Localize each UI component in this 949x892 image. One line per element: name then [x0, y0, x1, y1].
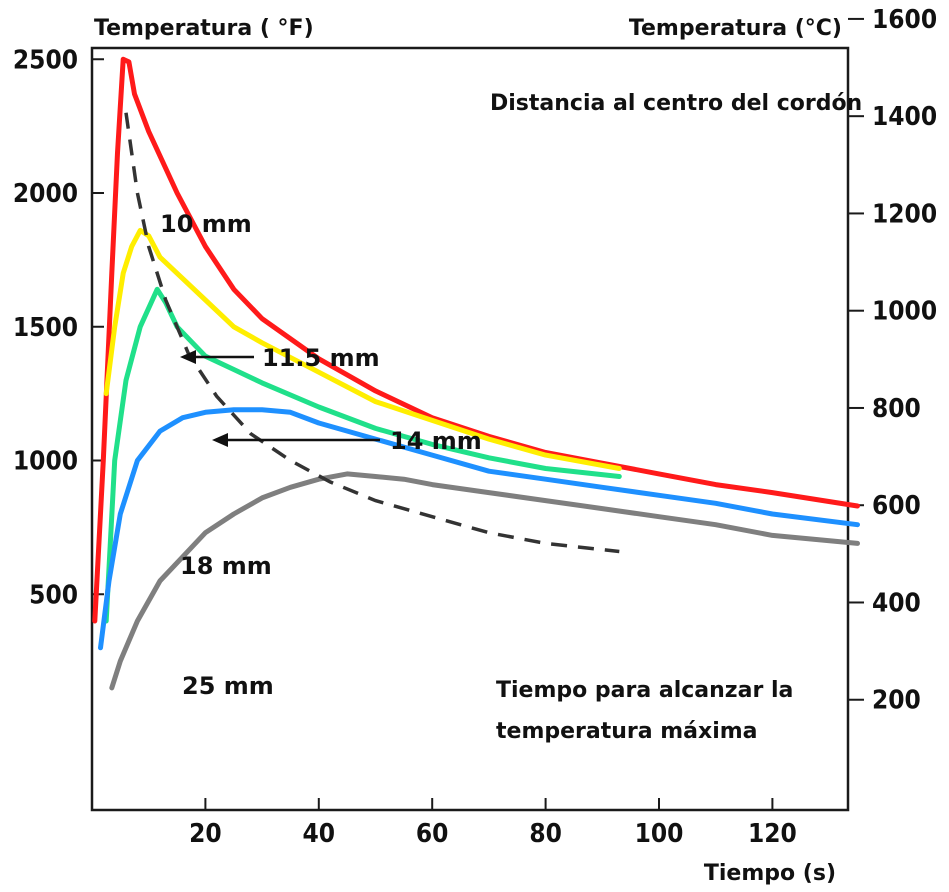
- y-tick-label-f: 1500: [13, 313, 78, 343]
- series-line-18-mm: [98, 407, 860, 651]
- left-axis-title: Temperatura ( °F): [94, 16, 314, 41]
- y-tick-label-c: 1400: [872, 102, 937, 132]
- x-tick-label: 20: [189, 819, 222, 849]
- series-label: 25 mm: [182, 672, 274, 700]
- series-line-11-5-mm: [103, 227, 622, 471]
- series-labels: 10 mm 11.5 mm 14 mm 18 mm 25 mm: [160, 210, 482, 700]
- arrowhead-icon: [212, 433, 228, 447]
- legend-title: Distancia al centro del cordón: [490, 91, 862, 116]
- peak-time-dashed-line: [124, 112, 620, 554]
- y-tick-label-c: 400: [872, 588, 921, 618]
- y-tick-label-c: 600: [872, 491, 921, 521]
- x-tick-label: 120: [748, 819, 797, 849]
- x-tick-label: 80: [529, 819, 562, 849]
- annotation-line-2: temperatura máxima: [496, 719, 758, 744]
- y-tick-label-c: 800: [872, 394, 921, 424]
- series-line-10-mm: [92, 56, 860, 624]
- series-label: 10 mm: [160, 210, 252, 238]
- axis-ticks: 2040608010012050010001500200025003000200…: [13, 5, 937, 849]
- y-tick-label-f: 2000: [13, 179, 78, 209]
- y-tick-label-f: 2500: [13, 45, 78, 75]
- x-tick-label: 40: [303, 819, 336, 849]
- y-tick-label-c: 1000: [872, 297, 937, 327]
- y-tick-label-f: 500: [29, 580, 78, 610]
- y-tick-label-f: 1000: [13, 447, 78, 477]
- x-axis-title: Tiempo (s): [704, 861, 836, 886]
- arrowhead-icon: [180, 350, 196, 364]
- series-line-14-mm: [103, 286, 622, 624]
- annotation-line-1: Tiempo para alcanzar la: [496, 678, 793, 703]
- series-label: 18 mm: [180, 552, 272, 580]
- right-axis-title: Temperatura (°C): [629, 16, 842, 41]
- series-lines: [92, 56, 860, 691]
- series-label: 14 mm: [390, 427, 482, 455]
- plot-frame: [90, 46, 850, 812]
- x-tick-label: 60: [416, 819, 449, 849]
- y-tick-label-c: 1600: [872, 5, 937, 35]
- y-tick-label-c: 1200: [872, 199, 937, 229]
- series-line-25-mm: [109, 471, 860, 691]
- y-tick-label-c: 200: [872, 686, 921, 716]
- x-tick-label: 100: [635, 819, 684, 849]
- series-label: 11.5 mm: [262, 344, 380, 372]
